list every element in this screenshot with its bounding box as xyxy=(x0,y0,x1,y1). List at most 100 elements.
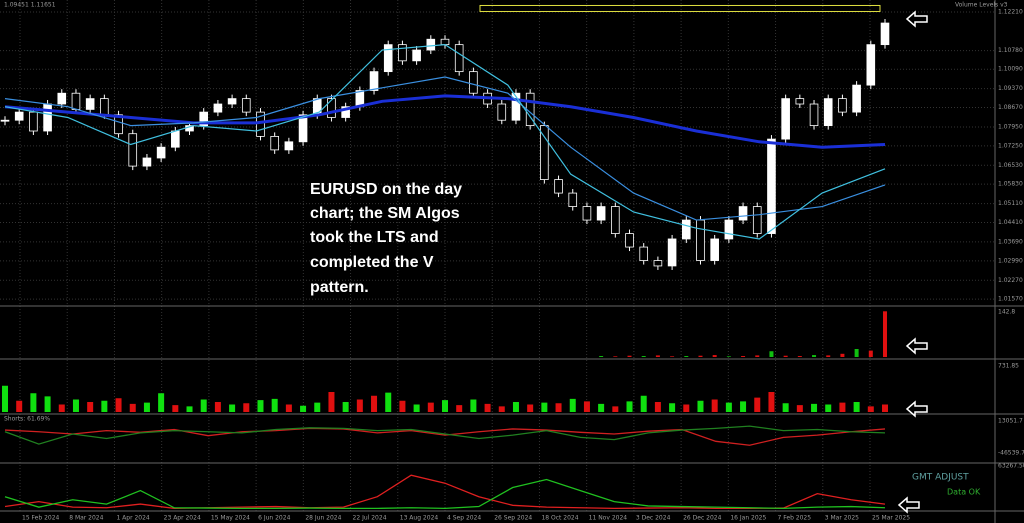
volume-bar xyxy=(726,356,731,357)
y-tick-label: 1.10090 xyxy=(998,66,1023,73)
panel-label: 13051.7 xyxy=(998,418,1023,425)
volume-bar xyxy=(158,393,165,412)
candle xyxy=(781,98,790,140)
y-tick-label: 1.03690 xyxy=(998,238,1023,245)
x-tick-label: 4 Sep 2024 xyxy=(447,515,481,522)
candle xyxy=(511,92,521,121)
volume-bar xyxy=(826,355,831,357)
candle xyxy=(710,238,719,261)
indicator-name: Volume Levels v3 xyxy=(955,2,1008,9)
volume-bar xyxy=(583,401,590,412)
volume-bar xyxy=(725,402,732,412)
candle xyxy=(383,44,393,73)
y-tick-label: 1.04410 xyxy=(998,219,1023,226)
volume-bar xyxy=(769,351,774,357)
candle xyxy=(681,219,691,240)
x-tick-label: 3 Dec 2024 xyxy=(636,515,671,522)
candle xyxy=(85,98,95,110)
volume-bar xyxy=(683,404,690,412)
candle xyxy=(270,136,279,151)
panel-label: 63267.50 xyxy=(998,463,1024,470)
candle xyxy=(114,114,123,135)
volume-bar xyxy=(484,403,491,412)
candle xyxy=(767,138,776,234)
candle xyxy=(0,119,10,122)
candle xyxy=(866,44,876,86)
volume-bar xyxy=(783,355,788,357)
volume-bar xyxy=(797,356,802,357)
volume-bar xyxy=(612,406,619,412)
volume-bar xyxy=(285,404,292,412)
volume-bar xyxy=(740,401,747,412)
y-tick-label: 1.08670 xyxy=(998,104,1023,111)
candle xyxy=(795,98,805,105)
volume-bar xyxy=(527,404,534,412)
volume-bar xyxy=(684,356,689,357)
candle xyxy=(156,146,166,159)
volume-bar xyxy=(456,405,463,412)
x-tick-label: 15 May 2024 xyxy=(211,515,250,522)
candle xyxy=(738,206,748,221)
x-tick-label: 13 Aug 2024 xyxy=(400,515,439,522)
volume-bar xyxy=(654,402,661,412)
y-tick-label: 1.09370 xyxy=(998,85,1023,92)
volume-bar xyxy=(669,403,676,412)
volume-bar xyxy=(867,406,874,412)
volume-bar xyxy=(541,402,548,412)
volume-bar xyxy=(328,392,335,412)
volume-bar xyxy=(371,395,378,412)
volume-bar xyxy=(314,402,321,412)
volume-bar xyxy=(655,355,660,357)
candle xyxy=(43,103,52,132)
volume-bar xyxy=(143,402,150,412)
volume-bar xyxy=(498,406,505,412)
volume-bar xyxy=(825,404,832,412)
x-tick-label: 8 Mar 2024 xyxy=(69,515,103,522)
volume-bar xyxy=(613,356,618,357)
annotation-line: EURUSD on the day xyxy=(310,181,462,198)
candle xyxy=(71,92,81,110)
moving-average xyxy=(4,76,886,221)
volume-bar xyxy=(229,404,236,412)
candle xyxy=(852,84,861,113)
candle xyxy=(596,206,606,221)
volume-bar xyxy=(129,403,136,412)
volume-bar xyxy=(413,404,420,412)
volume-bar xyxy=(44,396,51,412)
volume-bar xyxy=(569,398,576,412)
annotation-line: chart; the SM Algos xyxy=(310,205,460,222)
candle xyxy=(724,219,734,240)
y-tick-label: 1.06530 xyxy=(998,162,1023,169)
candle xyxy=(611,206,620,234)
volume-bar xyxy=(257,400,264,412)
annotation-line: pattern. xyxy=(310,279,369,296)
x-tick-label: 23 Apr 2024 xyxy=(164,515,201,522)
volume-bar xyxy=(768,392,775,412)
x-tick-label: 1 Apr 2024 xyxy=(116,515,149,522)
volume-bar xyxy=(271,398,278,412)
indicator-line xyxy=(4,425,886,445)
volume-bar xyxy=(755,355,760,357)
y-tick-label: 1.05830 xyxy=(998,181,1023,188)
volume-bar xyxy=(200,399,207,412)
y-tick-label: 1.02270 xyxy=(998,277,1023,284)
volume-bar xyxy=(811,403,818,412)
candle xyxy=(582,206,592,221)
volume-bar xyxy=(796,405,803,412)
indicator-line xyxy=(4,478,886,510)
header: 1.09451 1.11651 xyxy=(4,2,56,9)
annotation-line: took the LTS and xyxy=(310,229,439,246)
y-tick-label: 1.01570 xyxy=(998,296,1023,303)
arrow xyxy=(905,400,928,418)
candle xyxy=(241,98,251,113)
candle xyxy=(540,125,549,180)
y-tick-label: 1.12210 xyxy=(998,8,1023,15)
candle xyxy=(213,103,223,113)
volume-bar xyxy=(839,402,846,412)
candle xyxy=(298,114,308,143)
candle xyxy=(823,98,833,127)
volume-bar xyxy=(812,355,817,357)
volume-bar xyxy=(300,405,307,412)
candle xyxy=(639,246,649,261)
